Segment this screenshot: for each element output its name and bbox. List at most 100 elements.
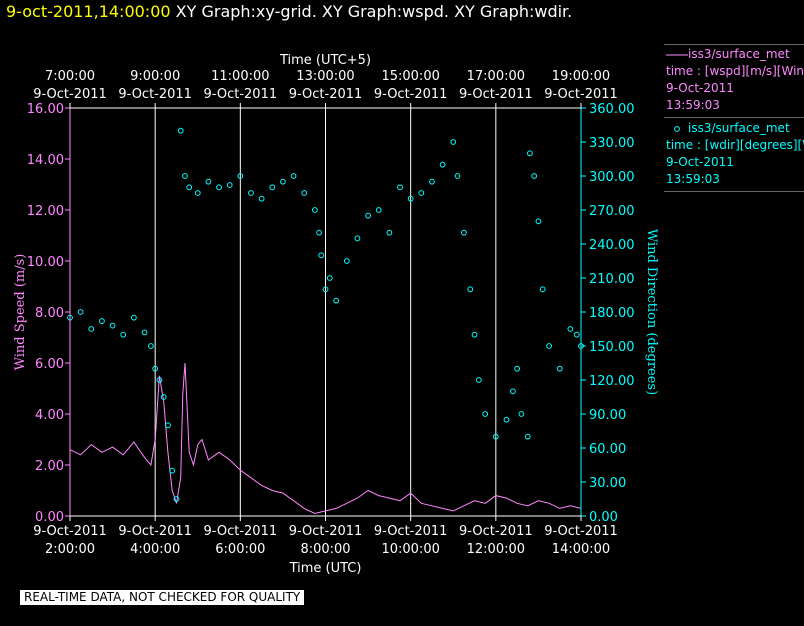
wdir-point bbox=[318, 252, 325, 259]
wdir-point bbox=[343, 258, 350, 264]
left-tick-label: 16.00 bbox=[27, 102, 64, 117]
bottom-tick-date: 9-Oct-2011 bbox=[204, 524, 278, 539]
right-tick-label: 360.00 bbox=[589, 102, 635, 117]
wdir-point bbox=[216, 184, 222, 191]
axis-labels: 0.00 2.00 4.00 6.00 8.00 10.00 12.00 14.00 16.00… bbox=[13, 53, 659, 576]
legend-wdir-time: 13:59:03 bbox=[666, 172, 720, 186]
wdir-point bbox=[365, 212, 371, 219]
wdir-point bbox=[492, 433, 499, 440]
wdir-point bbox=[226, 182, 233, 188]
wdir-point bbox=[567, 326, 574, 332]
wdir-point bbox=[301, 190, 308, 196]
wdir-point bbox=[407, 195, 414, 202]
legend-wdir-date: 9-Oct-2011 bbox=[666, 155, 734, 169]
wdir-point bbox=[248, 190, 254, 196]
wdir-point bbox=[509, 388, 516, 395]
bottom-tick-time: 6:00:00 bbox=[215, 542, 265, 557]
header-timestamp: 9-oct-2011,14:00:00 bbox=[6, 2, 171, 21]
left-tick-label: 0.00 bbox=[35, 510, 64, 525]
wdir-point bbox=[173, 496, 180, 502]
wdir-point bbox=[109, 322, 116, 329]
bottom-tick-date: 9-Oct-2011 bbox=[289, 524, 363, 539]
x-axis-title-top: Time (UTC+5) bbox=[279, 53, 371, 68]
top-tick-time: 9:00:00 bbox=[130, 69, 180, 84]
left-tick-label: 2.00 bbox=[35, 459, 64, 474]
right-tick-label: 180.00 bbox=[589, 306, 635, 321]
wdir-point bbox=[524, 433, 531, 440]
wdir-point bbox=[326, 275, 333, 281]
wdir-point bbox=[152, 365, 159, 372]
bottom-tick-date: 9-Oct-2011 bbox=[118, 524, 192, 539]
right-tick-label: 270.00 bbox=[589, 204, 635, 219]
right-tick-label: 150.00 bbox=[589, 340, 635, 355]
wdir-point bbox=[177, 127, 184, 134]
right-tick-label: 90.00 bbox=[589, 408, 626, 423]
wdir-point bbox=[454, 173, 461, 179]
wdir-point bbox=[386, 229, 393, 236]
wdir-point bbox=[182, 173, 188, 179]
wdir-point bbox=[88, 326, 95, 332]
wdir-point bbox=[518, 411, 525, 417]
bottom-tick-time: 14:00:00 bbox=[552, 542, 610, 557]
wdir-point bbox=[354, 235, 361, 242]
y-axis-title-right: Wind Direction (degrees) bbox=[644, 229, 659, 395]
top-tick-date: 9-Oct-2011 bbox=[289, 87, 363, 102]
bottom-tick-time: 12:00:00 bbox=[467, 542, 525, 557]
wdir-point bbox=[316, 229, 323, 236]
wdir-point bbox=[160, 394, 167, 400]
bottom-tick-time: 2:00:00 bbox=[45, 542, 95, 557]
legend-divider bbox=[664, 44, 804, 45]
bottom-tick-time: 10:00:00 bbox=[381, 542, 439, 557]
wdir-point bbox=[429, 178, 435, 185]
legend-wdir-source: iss3/surface_met bbox=[688, 121, 790, 135]
left-tick-label: 8.00 bbox=[35, 306, 64, 321]
legend-wspd-line-icon bbox=[666, 54, 688, 55]
top-tick-time: 17:00:00 bbox=[467, 69, 525, 84]
wdir-point bbox=[375, 207, 382, 213]
top-tick-date: 9-Oct-2011 bbox=[544, 87, 618, 102]
right-tick-label: 120.00 bbox=[589, 374, 635, 389]
wdir-point bbox=[439, 161, 446, 168]
wdir-point bbox=[237, 173, 244, 179]
wdir-point bbox=[165, 422, 171, 429]
wdir-point bbox=[322, 286, 329, 293]
left-tick-label: 6.00 bbox=[35, 357, 64, 372]
header-graph-titles: XY Graph:xy-grid. XY Graph:wspd. XY Grap… bbox=[175, 2, 573, 21]
wdir-point bbox=[556, 365, 563, 372]
bottom-tick-date: 9-Oct-2011 bbox=[544, 524, 618, 539]
top-tick-time: 7:00:00 bbox=[45, 69, 95, 84]
wdir-point bbox=[573, 331, 580, 338]
top-tick-date: 9-Oct-2011 bbox=[374, 87, 448, 102]
wdir-point bbox=[99, 318, 105, 324]
top-tick-time: 19:00:00 bbox=[552, 69, 610, 84]
left-tick-label: 12.00 bbox=[27, 204, 64, 219]
header-title: 9-oct-2011,14:00:00 XY Graph:xy-grid. XY… bbox=[6, 2, 572, 21]
wdir-point bbox=[194, 190, 201, 196]
wspd-line bbox=[69, 362, 582, 515]
wdir-point bbox=[467, 286, 474, 293]
wdir-point bbox=[482, 411, 489, 417]
x-axis-title-bottom: Time (UTC) bbox=[289, 561, 362, 576]
wdir-point bbox=[130, 314, 137, 321]
y-axis-title-left: Wind Speed (m/s) bbox=[13, 254, 28, 371]
legend-wspd-date: 9-Oct-2011 bbox=[666, 81, 734, 95]
legend-divider bbox=[664, 117, 804, 118]
right-tick-label: 0.00 bbox=[589, 510, 618, 525]
wdir-point bbox=[475, 377, 482, 383]
left-tick-label: 10.00 bbox=[27, 255, 64, 270]
wdir-point bbox=[546, 343, 552, 349]
legend-wspd-variable: time : [wspd][m/s][Wind bbox=[666, 64, 804, 78]
right-tick-label: 240.00 bbox=[589, 238, 635, 253]
wdir-point bbox=[205, 178, 212, 185]
bottom-tick-time: 8:00:00 bbox=[300, 542, 350, 557]
wdir-point bbox=[514, 365, 521, 372]
wdir-point bbox=[141, 329, 148, 336]
axes bbox=[65, 103, 586, 521]
wdir-point bbox=[450, 139, 457, 145]
wdir-point bbox=[269, 184, 276, 191]
legend-wdir-variable: time : [wdir][degrees][W bbox=[666, 138, 804, 152]
bottom-tick-date: 9-Oct-2011 bbox=[459, 524, 533, 539]
wdir-point bbox=[156, 377, 163, 383]
legend-wspd-source: iss3/surface_met bbox=[688, 47, 790, 61]
